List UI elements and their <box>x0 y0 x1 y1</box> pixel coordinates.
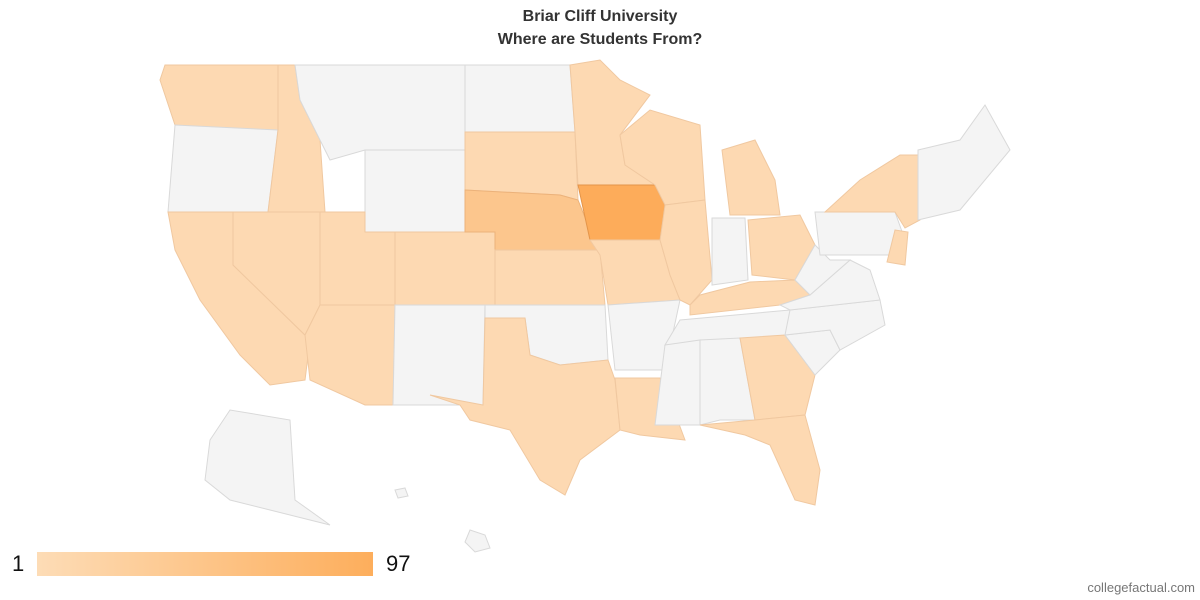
subtitle: Where are Students From? <box>498 31 702 48</box>
state <box>464 64 576 133</box>
state <box>392 304 486 406</box>
state <box>659 199 713 306</box>
state <box>464 131 579 201</box>
state <box>394 487 409 499</box>
legend-max: 97 <box>386 551 410 576</box>
state <box>167 124 279 213</box>
state <box>886 229 909 266</box>
state <box>739 334 816 421</box>
state <box>794 244 852 296</box>
legend-min: 1 <box>12 551 24 576</box>
title: Briar Cliff University <box>523 8 678 25</box>
state <box>917 104 1011 221</box>
state <box>159 64 279 131</box>
state <box>721 139 781 216</box>
state <box>494 249 606 306</box>
legend-scale <box>37 552 373 576</box>
state <box>699 414 821 506</box>
us-map <box>159 59 1011 553</box>
state <box>394 231 496 306</box>
state <box>464 529 491 553</box>
state <box>304 304 396 406</box>
state <box>577 184 666 241</box>
source: collegefactual.com <box>1087 580 1195 595</box>
state <box>429 317 621 496</box>
state <box>204 409 331 526</box>
state <box>364 149 466 233</box>
state <box>699 337 756 426</box>
state <box>711 217 749 286</box>
